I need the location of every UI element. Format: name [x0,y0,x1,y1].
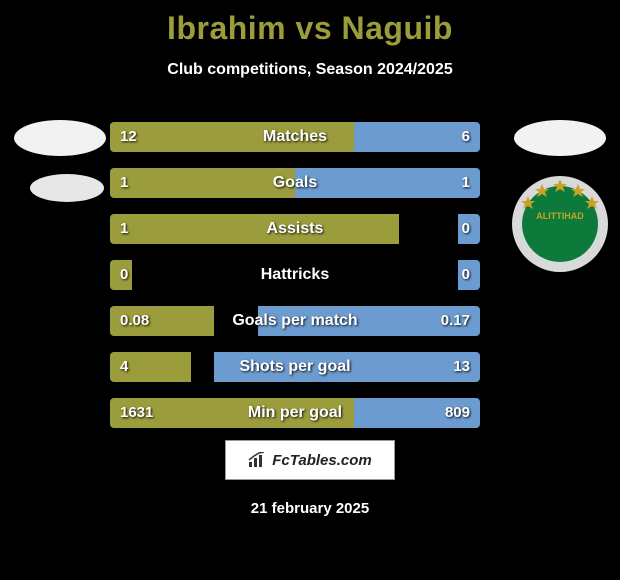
page-title: Ibrahim vs Naguib [0,0,620,47]
player-right-badge-1 [514,120,606,156]
stat-label: Min per goal [110,398,480,428]
stat-row: 0.080.17Goals per match [110,306,480,336]
stat-row: 00Hattricks [110,260,480,290]
club-logo: ALITTIHAD [510,174,610,274]
player-left-badge-1 [14,120,106,156]
stat-label: Goals [110,168,480,198]
stat-row: 1631809Min per goal [110,398,480,428]
date-text: 21 february 2025 [0,500,620,517]
stat-label: Hattricks [110,260,480,290]
player-left-badge-2 [30,174,104,202]
stat-label: Shots per goal [110,352,480,382]
stat-row: 11Goals [110,168,480,198]
stat-row: 413Shots per goal [110,352,480,382]
stat-label: Matches [110,122,480,152]
footer-brand: FcTables.com [225,440,395,480]
stats-container: 126Matches 11Goals 10Assists 00Hattricks 0.0… [110,122,480,444]
subtitle: Club competitions, Season 2024/2025 [0,61,620,79]
stat-label: Goals per match [110,306,480,336]
stat-label: Assists [110,214,480,244]
footer-brand-text: FcTables.com [272,452,371,469]
stat-row: 126Matches [110,122,480,152]
chart-icon [248,452,268,468]
club-logo-text: ALITTIHAD [536,211,584,221]
stat-row: 10Assists [110,214,480,244]
